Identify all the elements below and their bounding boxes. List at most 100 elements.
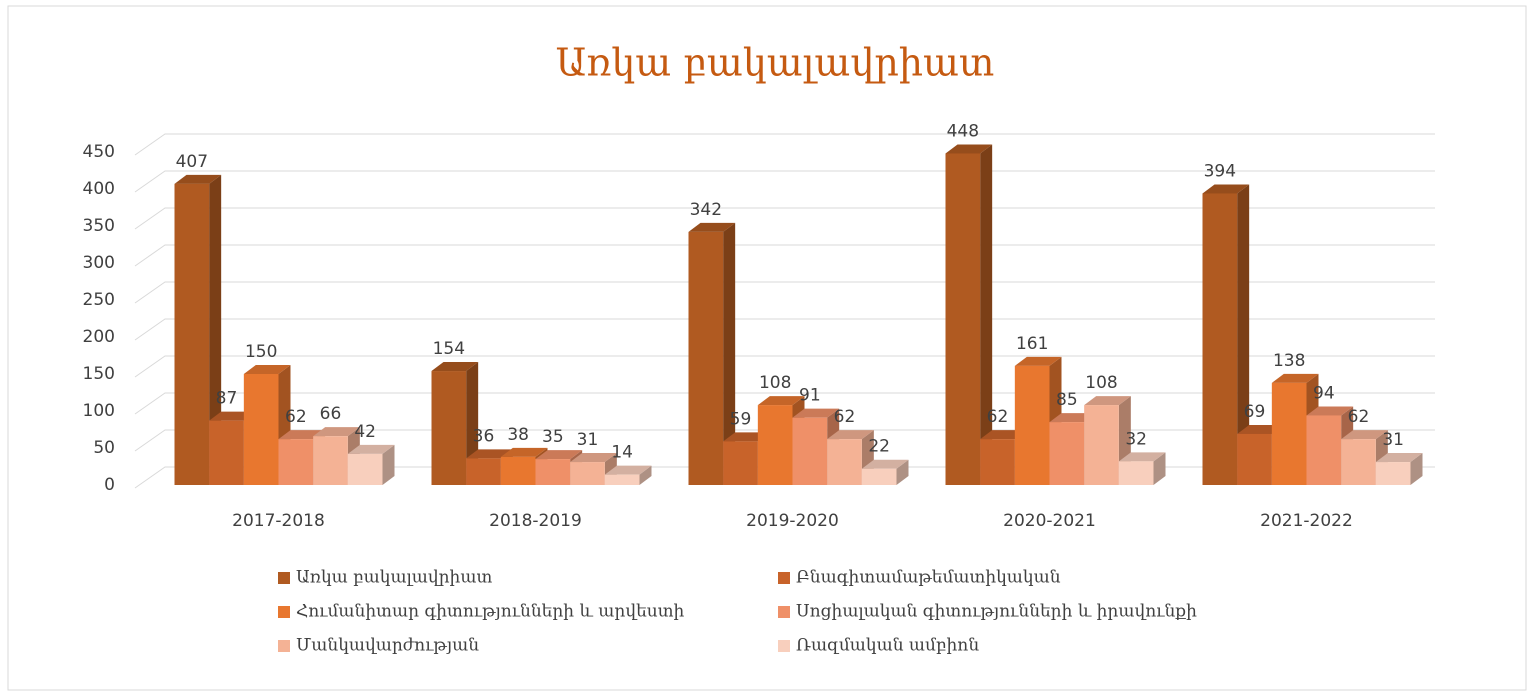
legend-swatch bbox=[778, 640, 790, 652]
bar-side bbox=[723, 222, 736, 486]
bar bbox=[243, 374, 279, 485]
grid-line bbox=[134, 170, 1435, 193]
data-label: 91 bbox=[799, 386, 821, 406]
bar bbox=[1306, 415, 1342, 485]
bar bbox=[1237, 433, 1272, 485]
bar-top bbox=[945, 144, 993, 154]
bar bbox=[347, 453, 383, 485]
data-label: 32 bbox=[1125, 429, 1147, 449]
y-tick-label: 0 bbox=[104, 475, 115, 495]
bar-top bbox=[1306, 406, 1354, 416]
bar bbox=[278, 439, 314, 485]
data-label: 154 bbox=[433, 339, 465, 359]
bar-top bbox=[827, 430, 874, 440]
bar-top bbox=[1084, 396, 1131, 406]
bar bbox=[1202, 193, 1238, 485]
y-tick-label: 350 bbox=[83, 216, 115, 236]
bar bbox=[945, 153, 981, 486]
bar-top bbox=[1202, 184, 1250, 194]
bar-side bbox=[1153, 452, 1166, 485]
data-label: 36 bbox=[473, 426, 495, 446]
bar bbox=[466, 458, 501, 485]
bar-top bbox=[1271, 373, 1319, 383]
x-tick-label: 2018-2019 bbox=[489, 511, 582, 531]
data-label: 94 bbox=[1313, 383, 1335, 403]
bar-top bbox=[570, 453, 617, 463]
bar-top bbox=[1118, 452, 1166, 462]
bar-side bbox=[209, 174, 222, 485]
legend-label: Սոցիալական գիտությունների և իրավունքի bbox=[796, 602, 1197, 622]
bar-top bbox=[174, 174, 222, 184]
data-label: 108 bbox=[759, 373, 791, 393]
bar bbox=[535, 459, 571, 485]
bar bbox=[604, 474, 640, 485]
bar-top bbox=[1014, 356, 1062, 366]
bar bbox=[1271, 382, 1307, 485]
bar-side bbox=[382, 444, 395, 485]
bar bbox=[209, 420, 244, 485]
legend-label: Մանկավարժության bbox=[296, 636, 479, 656]
data-label: 85 bbox=[1056, 390, 1078, 410]
grid-line bbox=[134, 318, 1435, 341]
data-label: 66 bbox=[320, 404, 342, 424]
bar-top bbox=[243, 365, 291, 374]
legend-label: Հումանիտար գիտությունների և արվեստի bbox=[296, 602, 685, 622]
data-label: 394 bbox=[1204, 161, 1236, 181]
bar bbox=[1341, 439, 1376, 485]
data-label: 150 bbox=[245, 342, 277, 362]
data-label: 62 bbox=[987, 407, 1009, 427]
data-label: 108 bbox=[1085, 373, 1117, 393]
data-label: 35 bbox=[542, 427, 564, 447]
bar-top bbox=[347, 444, 395, 454]
legend-swatch bbox=[778, 606, 790, 618]
bar bbox=[1049, 422, 1085, 485]
bar bbox=[861, 468, 897, 485]
bar-top bbox=[466, 449, 513, 459]
data-label: 62 bbox=[285, 407, 307, 427]
legend-swatch bbox=[278, 640, 290, 652]
bar-top bbox=[535, 450, 583, 460]
bar-side bbox=[980, 144, 993, 486]
grid-line bbox=[134, 392, 1435, 415]
chart-title: Առկա բակալավրիատ bbox=[556, 41, 995, 85]
bar-top bbox=[313, 427, 360, 437]
bar-side bbox=[1237, 184, 1250, 485]
y-tick-label: 400 bbox=[83, 179, 115, 199]
bar bbox=[313, 436, 348, 485]
bar bbox=[757, 405, 793, 485]
bar-top bbox=[757, 396, 805, 406]
legend-label: Առկա բակալավրիատ bbox=[296, 568, 492, 588]
grid-line bbox=[134, 207, 1435, 230]
data-label: 161 bbox=[1016, 334, 1048, 354]
grid-line bbox=[134, 244, 1435, 267]
data-label: 69 bbox=[1244, 402, 1266, 422]
data-label: 87 bbox=[216, 389, 238, 409]
bar bbox=[1118, 461, 1154, 485]
bar bbox=[431, 371, 467, 485]
bar bbox=[1375, 462, 1411, 485]
bar-top bbox=[500, 447, 548, 457]
bar bbox=[174, 183, 210, 485]
data-label: 42 bbox=[354, 422, 376, 442]
data-label: 31 bbox=[577, 430, 599, 450]
bar bbox=[723, 441, 758, 485]
bar bbox=[1014, 365, 1050, 485]
data-label: 407 bbox=[176, 152, 208, 172]
y-tick-label: 300 bbox=[83, 253, 115, 273]
bar-top bbox=[1375, 453, 1423, 463]
legend-label: Ռազմական ամբիոն bbox=[796, 636, 979, 656]
y-tick-label: 250 bbox=[83, 290, 115, 310]
x-tick-label: 2020-2021 bbox=[1003, 511, 1096, 531]
bar-top bbox=[604, 465, 652, 475]
data-label: 59 bbox=[730, 409, 752, 429]
x-tick-label: 2021-2022 bbox=[1260, 511, 1353, 531]
bar-top bbox=[431, 362, 479, 372]
data-label: 342 bbox=[690, 200, 722, 220]
legend-swatch bbox=[778, 572, 790, 584]
bar-top bbox=[688, 222, 736, 232]
bar bbox=[792, 417, 828, 485]
chart-border bbox=[7, 5, 1527, 691]
bar bbox=[827, 439, 862, 485]
bar-top bbox=[792, 408, 840, 418]
